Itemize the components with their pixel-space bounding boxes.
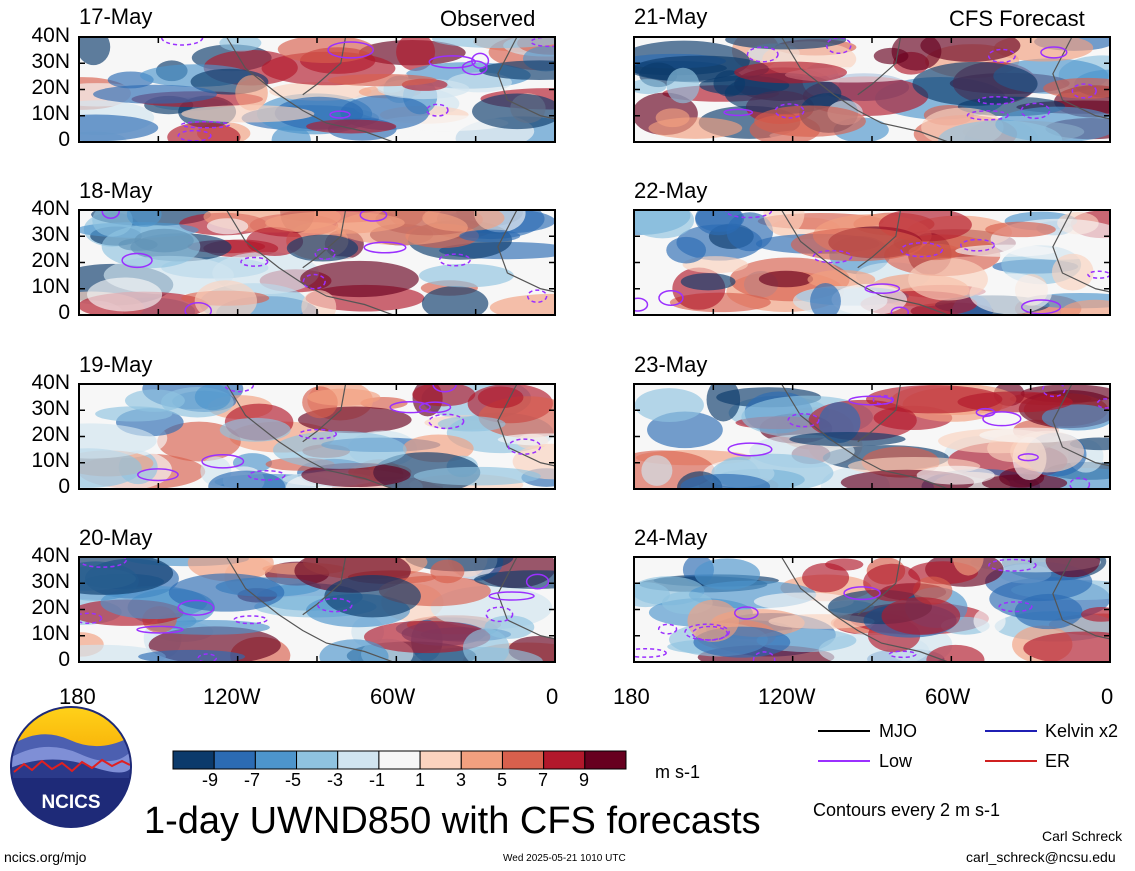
lon-label: 120W bbox=[203, 684, 261, 709]
lat-label: 20N bbox=[31, 423, 70, 446]
site-link[interactable]: ncics.org/mjo bbox=[4, 849, 87, 865]
colorbar-label: -7 bbox=[244, 770, 261, 790]
colorbar-segment bbox=[543, 750, 586, 770]
legend-label-mjo: MJO bbox=[879, 721, 917, 741]
colorbar-label: 7 bbox=[538, 770, 549, 790]
colorbar-label: -9 bbox=[202, 770, 219, 790]
contour-note: Contours every 2 m s-1 bbox=[813, 800, 1001, 820]
map-panel bbox=[633, 36, 1111, 143]
lat-label: 0 bbox=[58, 301, 70, 324]
lat-label: 40N bbox=[31, 197, 70, 220]
lat-label: 10N bbox=[31, 622, 70, 645]
lat-label: 0 bbox=[58, 128, 70, 151]
panel-date-obs-4: 20-May bbox=[79, 525, 153, 550]
colorbar-label: -1 bbox=[369, 770, 386, 790]
colorbar-segment bbox=[213, 750, 256, 770]
lat-label: 10N bbox=[31, 102, 70, 125]
lat-label: 10N bbox=[31, 449, 70, 472]
lat-label: 20N bbox=[31, 76, 70, 99]
panel-date-fc-3: 23-May bbox=[634, 352, 708, 377]
colorbar-segment bbox=[584, 750, 627, 770]
legend-label-er: ER bbox=[1045, 751, 1071, 771]
figure-title: 1-day UWND850 with CFS forecasts bbox=[144, 800, 761, 842]
lat-label: 40N bbox=[31, 371, 70, 394]
lat-label: 0 bbox=[58, 648, 70, 671]
colorbar-label: 5 bbox=[497, 770, 508, 790]
lat-label: 30N bbox=[31, 223, 70, 246]
lon-label: 180 bbox=[613, 684, 650, 709]
colorbar-segment bbox=[460, 750, 503, 770]
lon-label: 0 bbox=[546, 684, 559, 709]
legend-label-kelvin: Kelvin x2 bbox=[1045, 721, 1119, 741]
lat-label: 20N bbox=[31, 249, 70, 272]
svg-text:NCICS: NCICS bbox=[41, 792, 100, 813]
forecast-label: CFS Forecast bbox=[949, 6, 1085, 31]
lat-label: 10N bbox=[31, 275, 70, 298]
colorbar-label: -3 bbox=[327, 770, 344, 790]
panel-date-obs-3: 19-May bbox=[79, 352, 153, 377]
panel-date-obs-1: 17-May bbox=[79, 4, 153, 29]
observed-label: Observed bbox=[440, 6, 536, 31]
panel-date-fc-4: 24-May bbox=[634, 525, 708, 550]
map-panel bbox=[78, 36, 556, 143]
map-panel bbox=[78, 556, 556, 663]
colorbar-segment bbox=[254, 750, 298, 770]
lat-label: 30N bbox=[31, 397, 70, 420]
lon-label: 120W bbox=[758, 684, 816, 709]
units-label: m s-1 bbox=[655, 762, 700, 782]
lat-label: 0 bbox=[58, 475, 70, 498]
colorbar-segment bbox=[296, 750, 339, 770]
panel-date-fc-2: 22-May bbox=[634, 178, 708, 203]
map-panel bbox=[78, 209, 556, 316]
colorbar-label: 1 bbox=[415, 770, 426, 790]
lat-label: 30N bbox=[31, 570, 70, 593]
map-panel bbox=[633, 556, 1111, 663]
author-email: carl_schreck@ncsu.edu bbox=[966, 849, 1116, 865]
map-panel bbox=[633, 209, 1111, 316]
lat-label: 40N bbox=[31, 24, 70, 47]
lon-label: 180 bbox=[59, 684, 96, 709]
colorbar-label: -5 bbox=[285, 770, 302, 790]
lon-label: 60W bbox=[370, 684, 416, 709]
lat-label: 20N bbox=[31, 596, 70, 619]
author-name: Carl Schreck bbox=[1042, 828, 1123, 844]
lat-label: 40N bbox=[31, 544, 70, 567]
ncics-logo: NCICS bbox=[10, 706, 132, 828]
colorbar-segment bbox=[501, 750, 545, 770]
panel-date-fc-1: 21-May bbox=[634, 4, 708, 29]
colorbar-segment bbox=[337, 750, 380, 770]
map-panel bbox=[78, 383, 556, 490]
timestamp: Wed 2025-05-21 1010 UTC bbox=[503, 853, 626, 864]
map-panel bbox=[633, 383, 1111, 490]
lon-label: 0 bbox=[1101, 684, 1114, 709]
colorbar-segment bbox=[419, 750, 462, 770]
panel-date-obs-2: 18-May bbox=[79, 178, 153, 203]
colorbar-label: 3 bbox=[456, 770, 467, 790]
colorbar-segment bbox=[172, 750, 215, 770]
colorbar-segment bbox=[378, 750, 421, 770]
legend-label-low: Low bbox=[879, 751, 913, 771]
colorbar-label: 9 bbox=[579, 770, 590, 790]
lon-label: 60W bbox=[925, 684, 971, 709]
lat-label: 30N bbox=[31, 50, 70, 73]
